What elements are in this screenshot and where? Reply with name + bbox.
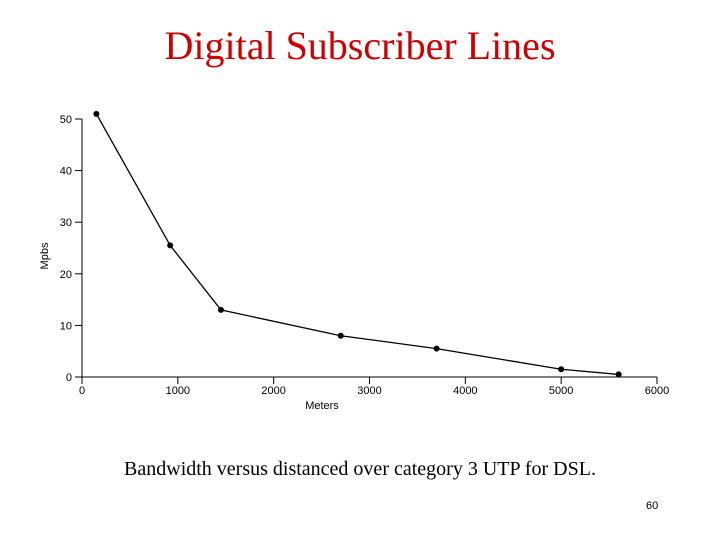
data-point [93,110,100,117]
chart-axes [81,119,657,378]
y-axis-ticks: 0 10 20 30 40 50 [60,114,82,384]
series-line [95,113,619,376]
data-point [615,371,622,378]
y-tick-label: 10 [60,320,72,332]
x-tick-label: 6000 [645,385,669,397]
y-axis-title: Mpbs [39,242,51,269]
slide-title: Digital Subscriber Lines [164,23,556,68]
x-axis-title: Meters [305,400,339,412]
data-point [558,366,565,373]
x-tick-label: 2000 [261,385,285,397]
slide-caption: Bandwidth versus distanced over category… [124,458,596,480]
page-number: 60 [646,500,659,512]
data-point [433,345,440,352]
data-point [217,306,224,313]
data-point [337,332,344,339]
y-tick-label: 20 [60,269,72,281]
x-tick-label: 3000 [357,385,381,397]
plot-area [93,110,622,378]
x-tick-label: 5000 [549,385,573,397]
x-tick-label: 0 [79,385,85,397]
x-tick-label: 1000 [166,385,190,397]
data-point [167,242,174,249]
y-tick-label: 0 [66,372,72,384]
y-tick-label: 30 [60,217,72,229]
x-tick-label: 4000 [453,385,477,397]
y-tick-label: 40 [60,166,72,178]
x-axis-ticks: 0 1000 2000 3000 4000 5000 6000 [79,377,669,397]
y-tick-label: 50 [60,114,72,126]
